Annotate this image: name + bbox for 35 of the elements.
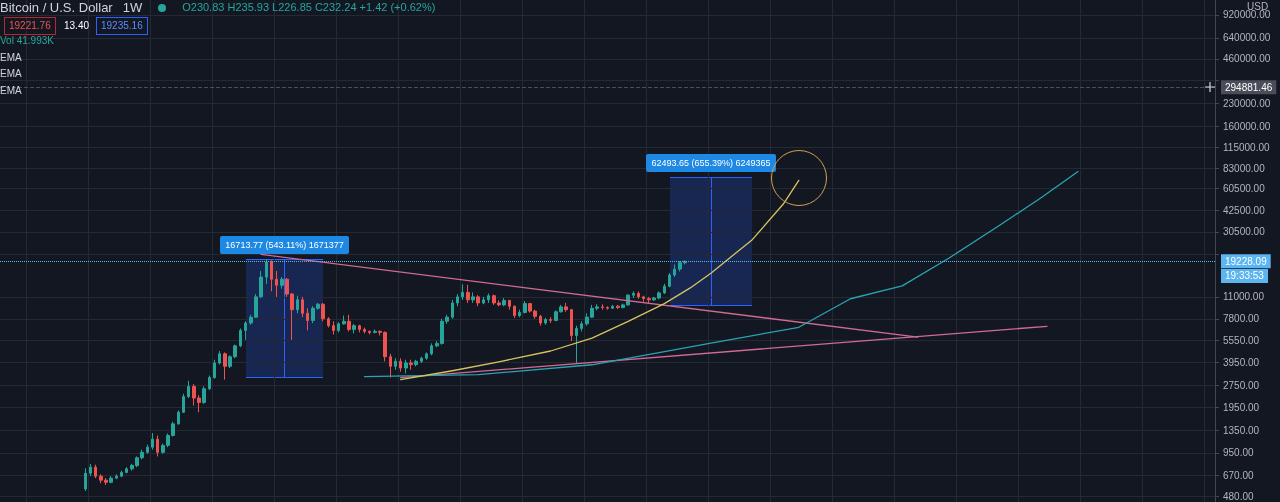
y-tick-label: 670.00 (1223, 469, 1255, 481)
annotation: 19221.76 (4, 17, 56, 35)
annotation: EMA (0, 51, 22, 65)
y-tick-label: 950.00 (1223, 447, 1255, 459)
y-tick-label: 460000.00 (1223, 53, 1271, 65)
y-tick-label: 920000.00 (1223, 9, 1271, 21)
y-tick-label: 3950.00 (1223, 356, 1260, 368)
y-tick-label: 1950.00 (1223, 401, 1260, 413)
annotation: Vol 41.993K (0, 34, 54, 48)
y-tick-label: 480.00 (1223, 490, 1255, 502)
annotation: EMA (0, 67, 22, 81)
annotation: EMA (0, 84, 22, 98)
chart-subtitle: 1W (122, 0, 143, 15)
chart-title: Bitcoin / U.S. Dollar (0, 0, 113, 15)
y-tick-label: 5550.00 (1223, 334, 1260, 346)
ref-line-label: 294881.46 (1225, 81, 1273, 93)
annotation: O230.83 H235.93 L226.85 C232.24 +1.42 (+0.62%) (182, 0, 436, 15)
y-tick-label: 115000.00 (1223, 141, 1270, 153)
y-tick-label: 30500.00 (1223, 226, 1266, 238)
y-tick-label: 2750.00 (1223, 379, 1260, 391)
y-tick-label: 42500.00 (1223, 205, 1266, 217)
y-tick-label: 1350.00 (1223, 425, 1260, 437)
y-tick-label: 83000.00 (1223, 162, 1266, 174)
y-tick-label: 230000.00 (1223, 97, 1271, 109)
y-tick-label: 640000.00 (1223, 32, 1271, 44)
text: 19:33:53 (1221, 269, 1268, 284)
y-tick-label: 160000.00 (1223, 120, 1271, 132)
annotation: 13.40 (63, 19, 91, 33)
annotation: 16713.77 (543.11%) 1671377 (220, 236, 349, 255)
y-tick-label: 60500.00 (1223, 182, 1266, 194)
y-tick-label: 11000.00 (1223, 291, 1265, 303)
annotation: 62493.65 (655.39%) 6249365 (646, 154, 776, 173)
y-tick-label: 7800.00 (1223, 313, 1260, 325)
annotation: 19235.16 (96, 17, 148, 35)
ref-line-label: 19228.09 (1225, 255, 1268, 267)
